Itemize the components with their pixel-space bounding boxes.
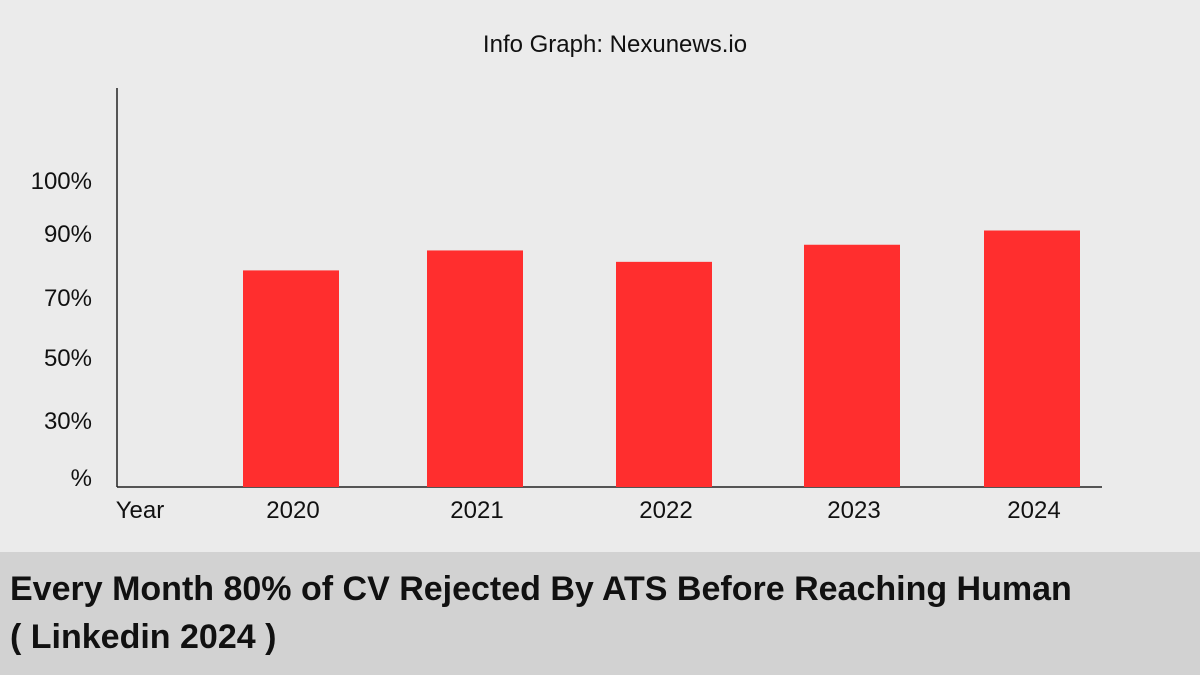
y-tick-label: 50% bbox=[44, 345, 92, 372]
bar-chart: Info Graph: Nexunews.io % 30% 50% 70% 90% 100… bbox=[31, 31, 1102, 524]
caption-headline: Every Month 80% of CV Rejected By ATS Be… bbox=[10, 570, 1072, 608]
x-tick-label-2020: 2020 bbox=[266, 497, 319, 524]
x-axis-label: Year bbox=[116, 497, 165, 524]
y-tick-label: 30% bbox=[44, 408, 92, 435]
bars bbox=[243, 230, 1080, 487]
y-tick-label: 90% bbox=[44, 221, 92, 248]
y-tick-label: 70% bbox=[44, 285, 92, 312]
x-tick-label-2021: 2021 bbox=[450, 497, 503, 524]
caption-band: Every Month 80% of CV Rejected By ATS Be… bbox=[0, 552, 1200, 675]
bar-2021 bbox=[427, 250, 523, 487]
y-tick-label: 100% bbox=[31, 168, 92, 195]
bar-2024 bbox=[984, 230, 1080, 487]
x-tick-label-2023: 2023 bbox=[827, 497, 880, 524]
x-tick-label-2024: 2024 bbox=[1007, 497, 1060, 524]
x-tick-labels: 2020 2021 2022 2023 2024 bbox=[266, 497, 1060, 524]
bar-2020 bbox=[243, 270, 339, 487]
chart-source-label: Info Graph: Nexunews.io bbox=[483, 31, 747, 58]
y-tick-label: % bbox=[71, 465, 92, 492]
caption-source: ( Linkedin 2024 ) bbox=[10, 618, 277, 656]
x-tick-label-2022: 2022 bbox=[639, 497, 692, 524]
chart-area: Info Graph: Nexunews.io % 30% 50% 70% 90% 100… bbox=[31, 31, 1102, 524]
bar-2023 bbox=[804, 244, 900, 487]
bar-2022 bbox=[616, 261, 712, 487]
y-tick-labels: % 30% 50% 70% 90% 100% bbox=[31, 168, 92, 492]
